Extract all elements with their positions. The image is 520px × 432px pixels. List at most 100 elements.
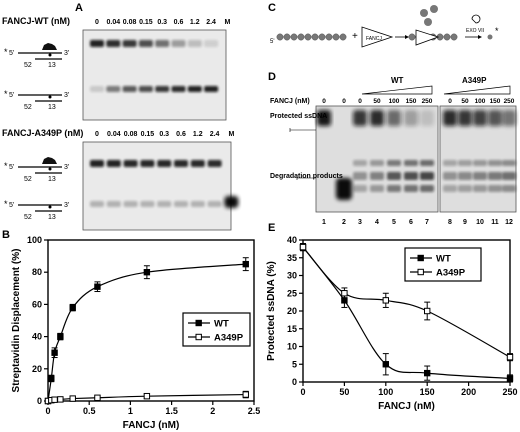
gel-band-degraded — [443, 160, 457, 166]
gel-band-free — [157, 201, 172, 207]
gel-band-bound — [122, 40, 137, 47]
data-point-WT — [242, 260, 249, 268]
gel-d-bands — [317, 110, 516, 200]
x-tick-label: 2.5 — [248, 406, 261, 416]
conc-label: 100 — [475, 98, 486, 105]
gel-band-degraded — [353, 172, 367, 180]
conc-label: 0 — [322, 98, 326, 105]
gel-band-free — [122, 86, 137, 92]
panel-a-letter: A — [75, 2, 83, 14]
gel-band-protected — [443, 110, 457, 126]
gel-band-degraded — [458, 172, 472, 180]
lane-label: 1.2 — [193, 131, 203, 138]
lane-number: 1 — [322, 219, 326, 226]
lane-label: 0.04 — [107, 131, 121, 138]
gel-band-free — [207, 201, 222, 207]
data-point-A349P — [51, 396, 58, 403]
lane-number: 4 — [375, 219, 379, 226]
data-point-A349P — [506, 353, 514, 361]
lane-label: 0.08 — [123, 19, 137, 26]
schematic-bound-substrate: * 5' 3' 52 13 — [4, 43, 69, 69]
schematic-bound-substrate-2: * 5' 3' 52 13 — [4, 157, 69, 183]
gel-band-degraded — [420, 185, 434, 192]
data-point-WT — [69, 304, 76, 311]
gel-band-bound — [90, 40, 104, 47]
gel-band-degraded — [353, 160, 367, 166]
gel-wt-bands — [90, 40, 219, 92]
y-tick-label: 60 — [32, 299, 42, 309]
gel-band-degraded — [370, 185, 384, 192]
legend-box — [182, 312, 251, 347]
gel-band-degraded — [473, 185, 487, 192]
svg-text:5': 5' — [270, 39, 274, 45]
svg-text:3': 3' — [64, 92, 69, 99]
lane-label: M — [224, 19, 230, 26]
svg-text:+: + — [352, 31, 358, 42]
lane-number: 6 — [409, 219, 413, 226]
gel-band-free — [123, 201, 138, 207]
svg-text:5': 5' — [9, 202, 14, 209]
protein-dot-icon — [420, 9, 428, 17]
data-point-WT — [382, 361, 390, 368]
wt-gradient-wedge — [361, 85, 433, 95]
x-tick-label: 0.5 — [83, 406, 96, 416]
x-tick-label: 0 — [300, 387, 305, 397]
gel-band-marker — [224, 196, 239, 208]
y-tick-label: 30 — [287, 271, 297, 281]
fancj-triangle-icon — [361, 26, 394, 48]
lane-label: 0.04 — [106, 19, 120, 26]
svg-text:5': 5' — [9, 92, 14, 99]
lane-label: 0.6 — [174, 19, 184, 26]
y-tick-label: 5 — [292, 359, 297, 369]
ssdna-bead-icon — [311, 33, 319, 41]
legend-marker — [417, 254, 424, 262]
gel-band-degraded — [502, 185, 516, 192]
panel-a: A FANCJ-WT (nM) 0 0.04 0.08 0.15 0.3 0.6 1.2 2.… — [2, 2, 239, 231]
y-tick-label: 20 — [287, 306, 297, 316]
gel-band-free — [174, 201, 188, 207]
ssdna-bead-icon — [339, 33, 347, 41]
svg-text:13: 13 — [48, 104, 56, 111]
y-tick-label: 35 — [287, 253, 297, 263]
legend-label: WT — [214, 319, 229, 330]
gel-mut-image — [82, 141, 232, 231]
lane-number: 2 — [342, 219, 346, 226]
gel-band-free — [187, 86, 202, 92]
gel-band-free — [204, 86, 219, 92]
legend-marker — [195, 333, 202, 341]
panel-b-letter: B — [2, 229, 10, 241]
y-tick-label: 20 — [32, 364, 42, 374]
gel-band-degraded — [502, 160, 516, 166]
data-point-WT — [506, 375, 514, 382]
gel-d-lane-numbers: 1 2 3 4 5 6 7 8 9 10 11 12 — [322, 219, 513, 226]
gel-band-degraded — [387, 172, 401, 180]
gel-band-protected — [370, 110, 384, 126]
gel-band-bound — [190, 160, 205, 167]
gel-band-degraded — [404, 172, 418, 180]
svg-text:*: * — [4, 161, 8, 171]
data-point-A349P — [57, 396, 64, 403]
x-tick-label: 150 — [420, 387, 435, 397]
gel-band-bound — [123, 160, 138, 167]
gel-band-bound — [174, 160, 188, 167]
data-point-A349P — [242, 391, 249, 398]
gel-band-bound — [187, 40, 202, 47]
lane-number: 9 — [463, 219, 467, 226]
lane-label: 0 — [95, 19, 99, 26]
svg-text:52: 52 — [24, 104, 32, 111]
y-tick-label: 0 — [37, 396, 42, 406]
svg-text:*: * — [4, 89, 8, 99]
gel-band-free — [90, 201, 104, 207]
gel-band-degraded — [458, 160, 472, 166]
data-point-A349P — [69, 395, 76, 402]
ssdna-bead-icon — [283, 33, 291, 41]
lane-number: 12 — [505, 219, 513, 226]
gel-band-protected — [458, 110, 472, 126]
svg-text:FANCJ: FANCJ — [366, 36, 382, 42]
gel-band-degraded — [443, 185, 457, 192]
svg-text:*: * — [4, 199, 8, 209]
panel-e-letter: E — [268, 222, 275, 234]
panel-d: D WT A349P FANCJ (nM) 0 0 0 50 100 150 250 0 50 1… — [268, 71, 517, 226]
gel-mut-bands — [90, 160, 239, 208]
